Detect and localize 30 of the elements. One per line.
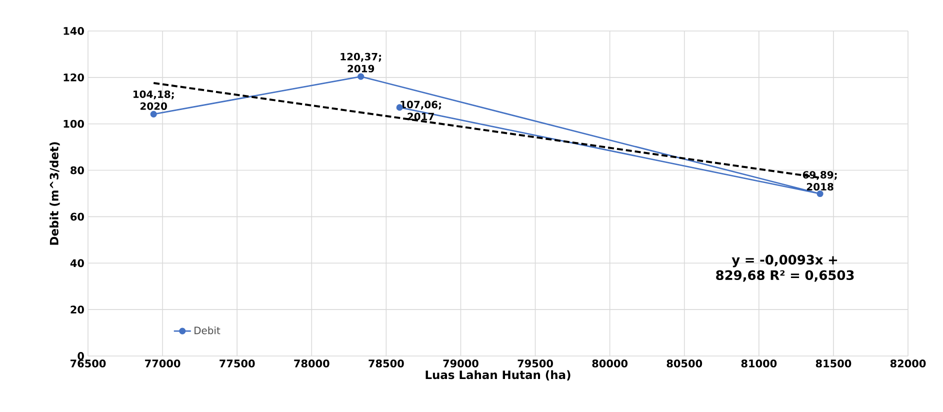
- y-tick-label: 20: [70, 306, 84, 314]
- x-tick-label: 82000: [890, 360, 926, 368]
- annotation: 107,06; 2017: [400, 100, 441, 120]
- annotation: y = -0,0093x + 829,68 R² = 0,6503: [716, 254, 854, 282]
- y-tick-label: 120: [64, 73, 84, 82]
- x-tick-label: 80000: [592, 360, 628, 368]
- x-tick-label: 80500: [666, 360, 702, 368]
- x-axis-title: Luas Lahan Hutan (ha): [426, 370, 570, 380]
- x-tick-label: 77000: [145, 360, 180, 368]
- y-tick-label: 100: [64, 120, 84, 128]
- point: [358, 73, 364, 80]
- x-tick-label: 79000: [443, 360, 478, 368]
- x-tick-label: 76500: [70, 360, 106, 368]
- x-tick-label: 79500: [518, 360, 553, 368]
- x-tick-label: 81500: [816, 360, 852, 368]
- y-tick-label: 140: [64, 27, 84, 35]
- point: [150, 110, 157, 118]
- x-tick-label: 77500: [220, 360, 255, 368]
- legend-label: Debit: [194, 326, 220, 334]
- x-tick-label: 78000: [294, 360, 330, 368]
- y-axis-title: Debit (m^3/det): [50, 142, 60, 245]
- x-tick-label: 78500: [368, 360, 404, 368]
- x-tick-label: 81000: [741, 360, 777, 368]
- y-tick-label: 0: [78, 352, 84, 360]
- annotation: 120,37; 2019: [340, 52, 381, 72]
- point: [816, 190, 824, 198]
- y-tick-label: 60: [70, 212, 84, 221]
- y-tick-label: 40: [70, 259, 84, 268]
- annotation: 104,18; 2020: [134, 90, 174, 110]
- y-tick-label: 80: [70, 166, 84, 174]
